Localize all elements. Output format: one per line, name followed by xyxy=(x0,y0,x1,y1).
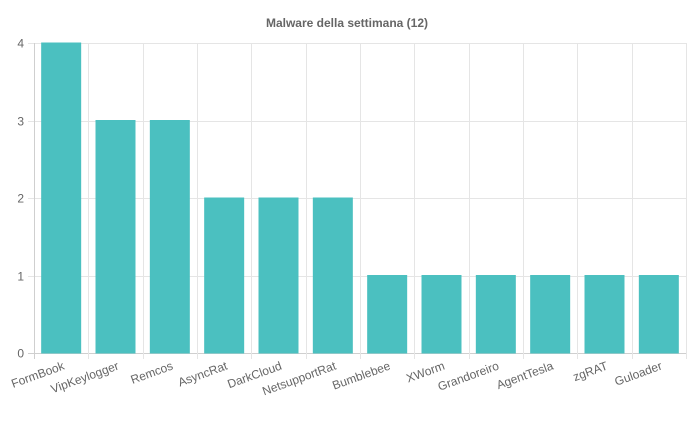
y-tick-label: 2 xyxy=(17,192,24,206)
y-axis-ticks: 0 1 2 3 4 xyxy=(17,37,24,361)
bar-formbook[interactable] xyxy=(41,42,82,354)
x-tick-label: AgentTesla xyxy=(495,359,556,393)
grid-layer xyxy=(28,43,687,359)
bar-vipkeylogger[interactable] xyxy=(95,120,136,354)
y-tick-label: 3 xyxy=(17,115,24,129)
bar-darkcloud[interactable] xyxy=(258,197,299,354)
bar-grandoreiro[interactable] xyxy=(475,275,516,354)
y-tick-label: 4 xyxy=(17,37,24,51)
y-tick-label: 0 xyxy=(17,347,24,361)
x-tick-label: Guloader xyxy=(613,359,664,389)
x-tick-label: AsyncRat xyxy=(176,358,230,389)
bar-remcos[interactable] xyxy=(149,120,190,354)
bar-asyncrat[interactable] xyxy=(204,197,245,354)
bar-agenttesla[interactable] xyxy=(530,275,571,354)
bar-zgrat[interactable] xyxy=(584,275,625,354)
bars-layer xyxy=(41,42,679,354)
y-tick-label: 1 xyxy=(17,270,24,284)
bar-netsupportrat[interactable] xyxy=(312,197,353,354)
x-tick-label: Remcos xyxy=(129,359,175,387)
bar-xworm[interactable] xyxy=(421,275,462,354)
x-tick-label: zgRAT xyxy=(571,358,610,384)
bar-guloader[interactable] xyxy=(638,275,679,354)
x-tick-label: Bumblebee xyxy=(330,359,392,393)
chart-title: Malware della settimana (12) xyxy=(266,16,428,30)
bar-bumblebee[interactable] xyxy=(367,275,408,354)
x-tick-label: Grandoreiro xyxy=(436,359,501,394)
